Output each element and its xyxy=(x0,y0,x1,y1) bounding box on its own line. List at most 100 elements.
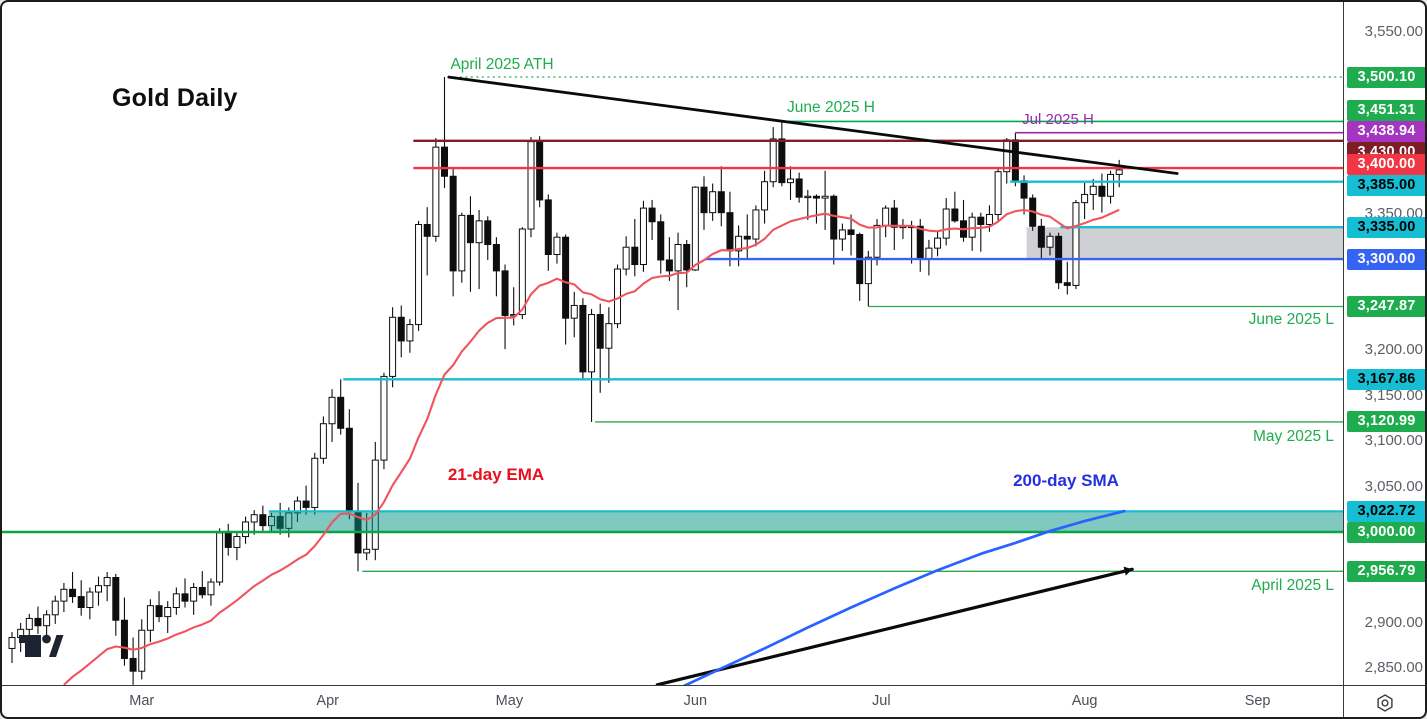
candle xyxy=(216,532,224,583)
candle xyxy=(311,457,319,508)
price-label-3438.94[interactable]: 3,438.94 xyxy=(1347,121,1425,143)
candle xyxy=(596,314,604,349)
candle xyxy=(570,304,578,319)
tradingview-logo-icon[interactable] xyxy=(18,630,64,660)
candle xyxy=(934,237,942,249)
annotation-ath-label: April 2025 ATH xyxy=(450,56,553,73)
candle xyxy=(735,235,743,252)
candle xyxy=(328,396,336,425)
candle xyxy=(1020,180,1028,199)
candle xyxy=(605,323,613,349)
candle xyxy=(726,212,734,252)
price-label-3022.72[interactable]: 3,022.72 xyxy=(1347,500,1425,522)
price-label-3000[interactable]: 3,000.00 xyxy=(1347,521,1425,543)
candle xyxy=(890,207,898,228)
price-label-3300[interactable]: 3,300.00 xyxy=(1347,248,1425,270)
price-label-3451.31[interactable]: 3,451.31 xyxy=(1347,100,1425,122)
candle xyxy=(977,216,985,225)
price-axis[interactable]: 3,550.00 3,350.00 3,200.00 3,150.00 3,100.00… xyxy=(1343,2,1425,685)
candle xyxy=(631,246,639,266)
candle xyxy=(579,304,587,373)
candle xyxy=(518,228,526,316)
month-label-sep: Sep xyxy=(1244,693,1271,709)
axis-tick-3100: 3,100.00 xyxy=(1364,432,1423,449)
candle xyxy=(34,617,42,627)
annotation-sma-label: 200-day SMA xyxy=(1013,471,1119,490)
price-label-3247.87[interactable]: 3,247.87 xyxy=(1347,295,1425,317)
candle xyxy=(622,246,630,270)
candle xyxy=(683,243,691,271)
candle xyxy=(475,220,483,244)
candle xyxy=(916,225,924,260)
annotation-june-low-label: June 2025 L xyxy=(1249,311,1335,328)
candle xyxy=(492,243,500,272)
candle xyxy=(752,209,760,240)
price-label-3120.99[interactable]: 3,120.99 xyxy=(1347,411,1425,433)
candle xyxy=(207,581,215,596)
candle xyxy=(371,459,379,550)
candle xyxy=(536,141,544,201)
candle xyxy=(423,223,431,237)
zone-demand-zone-3000 xyxy=(268,511,1343,532)
candle xyxy=(8,637,16,649)
candle xyxy=(345,427,353,512)
candle xyxy=(761,181,769,211)
candle xyxy=(691,186,699,271)
plot-layer xyxy=(2,75,1343,685)
price-label-3167.86[interactable]: 3,167.86 xyxy=(1347,368,1425,390)
candle xyxy=(795,178,803,198)
candle xyxy=(458,214,466,272)
ema-21-line xyxy=(63,208,1120,685)
annotation-july-high-label: Jul 2025 H xyxy=(1022,111,1094,128)
candle xyxy=(864,256,872,285)
price-label-3400[interactable]: 3,400.00 xyxy=(1347,153,1425,175)
candle xyxy=(337,396,345,429)
price-label-3500.1[interactable]: 3,500.10 xyxy=(1347,66,1425,88)
candle xyxy=(250,514,258,523)
candle xyxy=(544,199,552,256)
ascending-support-trendline-arrowhead xyxy=(1123,566,1133,576)
candle xyxy=(743,235,751,240)
axis-settings-gear-icon[interactable] xyxy=(1374,692,1396,714)
axis-tick-2900: 2,900.00 xyxy=(1364,613,1423,631)
ascending-support-trendline xyxy=(655,567,1134,685)
price-label-3335[interactable]: 3,335.00 xyxy=(1347,216,1425,238)
candle xyxy=(69,588,77,598)
candle xyxy=(77,596,85,609)
candle xyxy=(190,586,198,602)
time-axis[interactable]: Mar Apr May Jun Jul Aug Sep xyxy=(2,685,1425,717)
candle xyxy=(588,314,596,373)
candle xyxy=(103,576,111,587)
candle xyxy=(562,236,570,319)
candle xyxy=(86,591,94,609)
candle xyxy=(129,657,137,672)
candle xyxy=(242,521,250,538)
candle xyxy=(1063,282,1071,286)
candle xyxy=(1089,185,1097,195)
candle xyxy=(838,229,846,240)
candle xyxy=(319,423,327,459)
candle xyxy=(302,500,310,508)
candle xyxy=(155,605,163,618)
candle xyxy=(181,593,189,602)
axis-tick-3550: 3,550.00 xyxy=(1364,22,1423,40)
candle xyxy=(172,593,180,609)
candle xyxy=(363,548,371,554)
candle xyxy=(441,146,448,177)
candle xyxy=(873,224,881,258)
candle xyxy=(821,195,829,199)
candle xyxy=(639,207,647,266)
annotation-ema-label: 21-day EMA xyxy=(448,465,544,484)
candle xyxy=(1072,202,1080,286)
axis-corner-separator xyxy=(1343,686,1344,717)
candle xyxy=(1037,225,1045,248)
price-label-2956.79[interactable]: 2,956.79 xyxy=(1347,560,1425,582)
price-label-3385[interactable]: 3,385.00 xyxy=(1347,174,1425,196)
candle xyxy=(95,585,102,593)
candle xyxy=(415,223,423,326)
chart-title: Gold Daily xyxy=(112,84,238,112)
month-label-aug: Aug xyxy=(1071,693,1098,709)
candle xyxy=(449,175,457,272)
